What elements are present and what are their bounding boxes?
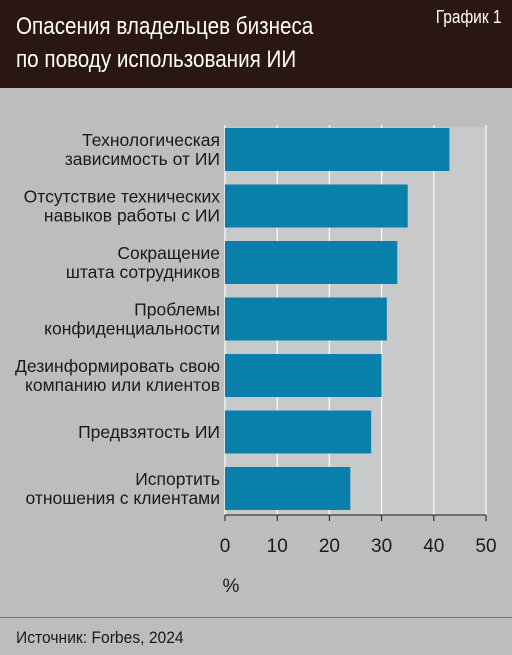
x-tick-label: 10 [267, 536, 288, 557]
bar [225, 241, 398, 284]
x-tick-label: 50 [475, 536, 496, 557]
bar [225, 184, 408, 228]
footer-divider [0, 617, 512, 618]
bar [225, 297, 387, 341]
category-label: компанию или клиентов [25, 375, 220, 395]
bar [225, 410, 372, 454]
chart-title: Опасения владельцев бизнеса по поводу ис… [16, 10, 343, 76]
x-axis-label: % [223, 576, 240, 597]
category-label: Отсутствие технических [24, 187, 221, 207]
category-label: Технологическая [82, 130, 220, 150]
x-tick-label: 0 [220, 536, 231, 557]
category-label: конфиденциальности [44, 319, 220, 339]
bar [225, 354, 382, 397]
category-label: Дезинформировать свою [15, 356, 220, 376]
x-tick-label: 30 [371, 536, 392, 557]
bar [225, 128, 450, 171]
graph-number-label: График 1 [436, 7, 502, 27]
x-tick-label: 40 [423, 536, 444, 557]
category-label: Сокращение [117, 243, 220, 263]
chart-title-line-1: Опасения владельцев бизнеса [16, 13, 314, 40]
bar [225, 467, 351, 510]
chart-title-line-2: по поводу использования ИИ [16, 46, 297, 73]
category-label: Проблемы [134, 300, 220, 320]
source-note: Источник: Forbes, 2024 [16, 628, 184, 647]
category-label: зависимость от ИИ [65, 149, 220, 169]
category-label: Предвзятость ИИ [78, 422, 220, 442]
category-label: Испортить [135, 469, 220, 489]
x-tick-label: 20 [319, 536, 340, 557]
header-bar: Опасения владельцев бизнеса по поводу ис… [0, 0, 512, 88]
category-label: отношения с клиентами [25, 488, 220, 508]
category-label: навыков работы с ИИ [44, 206, 220, 226]
category-label: штата сотрудников [66, 262, 220, 282]
